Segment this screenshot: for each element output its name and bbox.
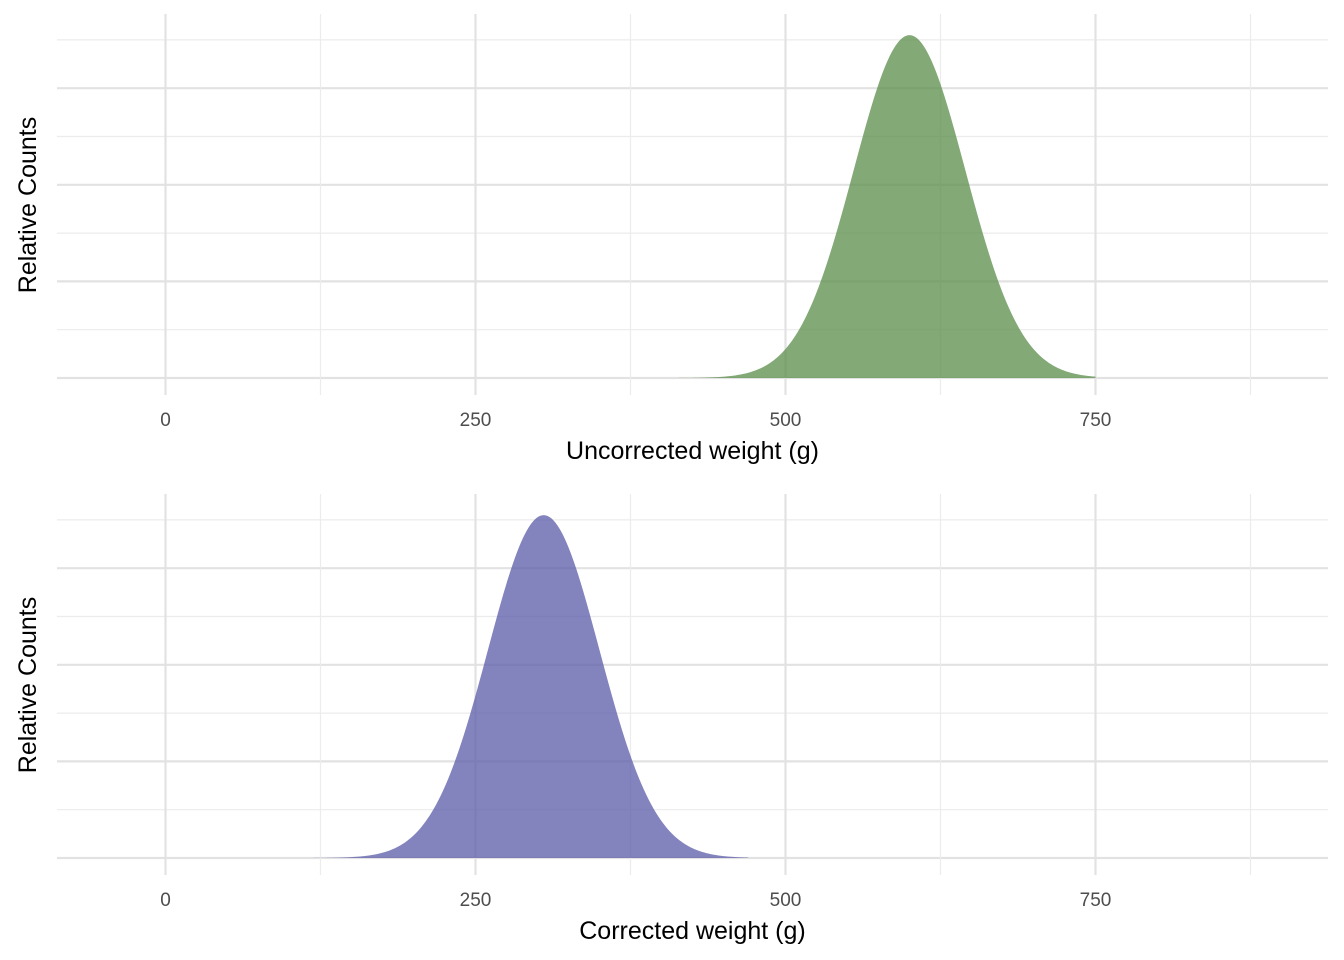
vertical-grid (164, 14, 1252, 395)
horizontal-grid (57, 519, 1328, 860)
x-axis-title: Corrected weight (g) (579, 917, 805, 945)
corrected-weight-plot: 0 250 500 750 Corrected weight (g) Relative C… (14, 494, 1328, 945)
y-axis-title: Relative Counts (14, 597, 42, 773)
x-tick-label: 0 (160, 410, 171, 431)
x-tick-label: 500 (770, 410, 802, 431)
x-tick-label: 250 (460, 410, 492, 431)
x-tick-label: 250 (460, 890, 492, 911)
corrected-weight-chart: 0 250 500 750 Corrected weight (g) Relative C… (0, 480, 1344, 960)
x-tick-label: 750 (1080, 410, 1112, 431)
x-tick-label: 0 (160, 890, 171, 911)
x-axis-title: Uncorrected weight (g) (566, 437, 819, 465)
density-area (289, 515, 749, 858)
density-area (661, 35, 1096, 379)
x-tick-label: 500 (770, 890, 802, 911)
x-tick-label: 750 (1080, 890, 1112, 911)
uncorrected-weight-plot: 0 250 500 750 Uncorrected weight (g) Relative… (14, 14, 1328, 465)
horizontal-grid (57, 39, 1328, 380)
uncorrected-weight-chart: 0 250 500 750 Uncorrected weight (g) Relative… (14, 14, 1328, 465)
vertical-grid (164, 494, 1252, 875)
y-axis-title: Relative Counts (14, 117, 42, 293)
